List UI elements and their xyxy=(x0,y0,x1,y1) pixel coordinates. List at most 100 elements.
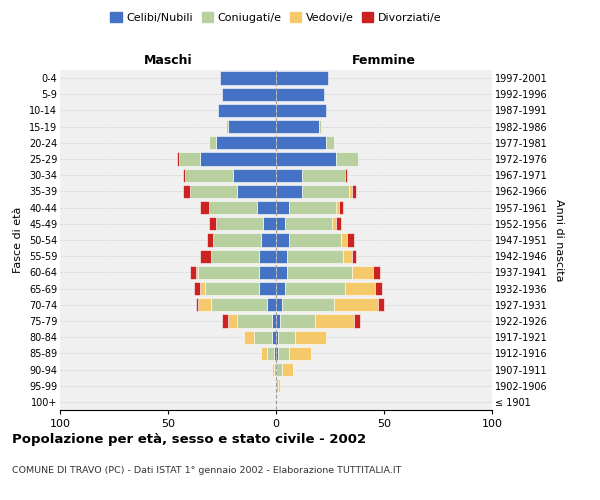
Bar xyxy=(284,282,345,295)
Bar xyxy=(259,282,276,295)
Bar xyxy=(214,234,261,246)
Bar xyxy=(276,250,287,263)
Bar xyxy=(215,217,263,230)
Bar xyxy=(263,217,276,230)
Bar xyxy=(196,298,198,312)
Bar xyxy=(276,314,280,328)
Bar xyxy=(274,363,276,376)
Bar xyxy=(276,104,326,117)
Bar xyxy=(276,120,319,134)
Bar xyxy=(302,185,349,198)
Bar xyxy=(284,217,332,230)
Bar xyxy=(272,314,276,328)
Bar xyxy=(222,88,276,101)
Y-axis label: Fasce di età: Fasce di età xyxy=(13,207,23,273)
Bar xyxy=(337,201,338,214)
Bar xyxy=(200,282,205,295)
Text: Maschi: Maschi xyxy=(143,54,193,67)
Bar xyxy=(276,88,323,101)
Bar xyxy=(337,152,358,166)
Bar xyxy=(272,363,274,376)
Bar xyxy=(194,282,200,295)
Bar xyxy=(295,330,326,344)
Bar xyxy=(276,234,289,246)
Bar xyxy=(200,201,209,214)
Bar xyxy=(343,250,352,263)
Bar xyxy=(237,185,276,198)
Bar xyxy=(209,201,257,214)
Bar xyxy=(334,298,377,312)
Bar xyxy=(278,346,289,360)
Bar xyxy=(276,363,283,376)
Bar xyxy=(352,266,373,279)
Bar xyxy=(274,346,276,360)
Text: Popolazione per età, sesso e stato civile - 2002: Popolazione per età, sesso e stato civil… xyxy=(12,432,366,446)
Bar xyxy=(280,314,315,328)
Bar xyxy=(332,217,337,230)
Bar xyxy=(276,298,283,312)
Bar xyxy=(211,250,259,263)
Bar xyxy=(176,152,179,166)
Bar xyxy=(205,282,259,295)
Bar xyxy=(289,234,341,246)
Bar xyxy=(302,168,345,182)
Bar xyxy=(183,168,185,182)
Bar xyxy=(283,298,334,312)
Bar xyxy=(268,346,274,360)
Bar xyxy=(283,363,293,376)
Bar xyxy=(257,201,276,214)
Bar xyxy=(198,266,259,279)
Bar xyxy=(261,234,276,246)
Bar xyxy=(276,185,302,198)
Bar xyxy=(373,266,380,279)
Bar xyxy=(229,314,237,328)
Bar xyxy=(276,217,284,230)
Bar xyxy=(276,136,326,149)
Legend: Celibi/Nubili, Coniugati/e, Vedovi/e, Divorziati/e: Celibi/Nubili, Coniugati/e, Vedovi/e, Di… xyxy=(106,8,446,28)
Bar xyxy=(345,168,347,182)
Bar xyxy=(254,330,272,344)
Bar xyxy=(276,72,328,85)
Bar xyxy=(347,234,354,246)
Bar xyxy=(185,168,233,182)
Bar xyxy=(349,185,352,198)
Bar xyxy=(315,314,354,328)
Bar xyxy=(211,298,268,312)
Bar xyxy=(276,346,278,360)
Bar xyxy=(276,379,278,392)
Bar xyxy=(326,136,334,149)
Bar xyxy=(345,282,376,295)
Bar xyxy=(200,250,211,263)
Bar xyxy=(276,266,287,279)
Bar xyxy=(200,152,276,166)
Bar xyxy=(261,346,268,360)
Bar xyxy=(278,379,280,392)
Bar xyxy=(209,136,215,149)
Bar xyxy=(276,330,278,344)
Bar xyxy=(215,136,276,149)
Bar xyxy=(220,72,276,85)
Bar xyxy=(341,234,347,246)
Text: Femmine: Femmine xyxy=(352,54,416,67)
Bar xyxy=(196,266,198,279)
Bar xyxy=(289,201,337,214)
Bar xyxy=(287,266,352,279)
Bar xyxy=(218,104,276,117)
Bar xyxy=(207,234,214,246)
Bar xyxy=(190,266,196,279)
Bar xyxy=(338,201,343,214)
Bar xyxy=(354,314,360,328)
Bar xyxy=(289,346,311,360)
Bar xyxy=(244,330,254,344)
Bar xyxy=(222,314,229,328)
Bar xyxy=(272,330,276,344)
Bar xyxy=(276,168,302,182)
Bar xyxy=(352,250,356,263)
Bar xyxy=(179,152,200,166)
Bar xyxy=(278,330,295,344)
Text: COMUNE DI TRAVO (PC) - Dati ISTAT 1° gennaio 2002 - Elaborazione TUTTITALIA.IT: COMUNE DI TRAVO (PC) - Dati ISTAT 1° gen… xyxy=(12,466,401,475)
Bar xyxy=(259,266,276,279)
Bar xyxy=(287,250,343,263)
Bar xyxy=(276,201,289,214)
Bar xyxy=(237,314,272,328)
